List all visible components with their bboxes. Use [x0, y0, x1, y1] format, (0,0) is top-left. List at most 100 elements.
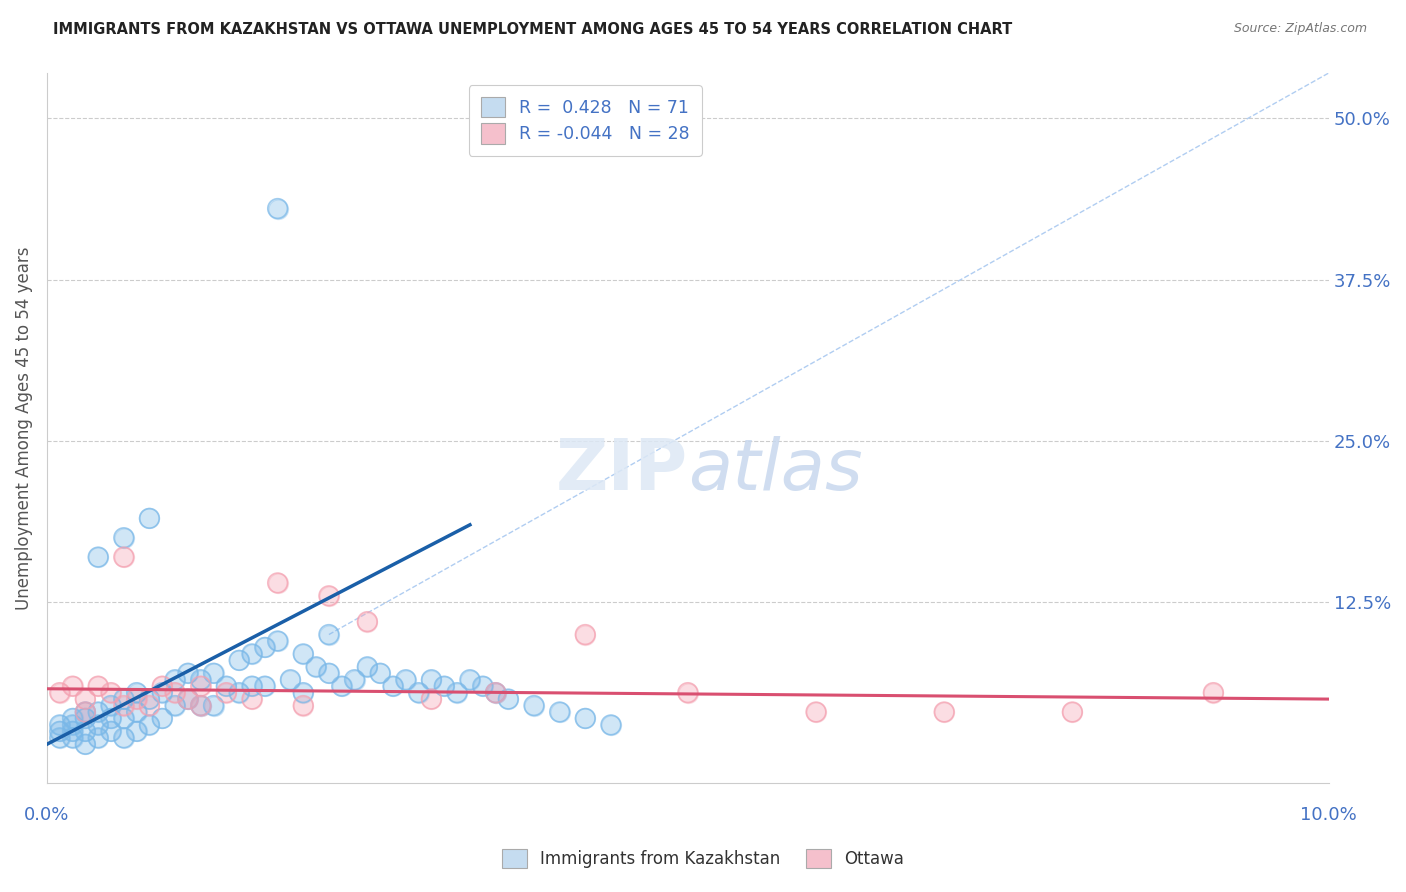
Point — [87, 679, 110, 693]
Point — [202, 698, 225, 713]
Point — [934, 705, 956, 719]
Point — [177, 692, 200, 706]
Point — [574, 627, 596, 641]
Point — [318, 589, 340, 603]
Point — [318, 589, 340, 603]
Point — [62, 731, 84, 745]
Point — [292, 698, 315, 713]
Point — [484, 685, 506, 699]
Point — [75, 711, 97, 725]
Point — [202, 698, 225, 713]
Point — [356, 660, 378, 674]
Point — [48, 724, 70, 739]
Point — [62, 718, 84, 732]
Point — [202, 666, 225, 681]
Point — [190, 698, 212, 713]
Point — [600, 718, 623, 732]
Point — [87, 705, 110, 719]
Point — [112, 698, 135, 713]
Point — [330, 679, 353, 693]
Text: 0.0%: 0.0% — [24, 806, 69, 824]
Legend: Immigrants from Kazakhstan, Ottawa: Immigrants from Kazakhstan, Ottawa — [494, 840, 912, 877]
Point — [138, 698, 160, 713]
Point — [125, 692, 148, 706]
Point — [1062, 705, 1084, 719]
Point — [266, 634, 288, 648]
Point — [62, 724, 84, 739]
Point — [382, 679, 405, 693]
Point — [48, 718, 70, 732]
Point — [420, 692, 443, 706]
Point — [165, 673, 187, 687]
Point — [280, 673, 302, 687]
Point — [75, 692, 97, 706]
Point — [318, 666, 340, 681]
Point — [240, 679, 263, 693]
Point — [75, 705, 97, 719]
Point — [87, 731, 110, 745]
Point — [62, 679, 84, 693]
Point — [48, 731, 70, 745]
Point — [62, 679, 84, 693]
Point — [471, 679, 494, 693]
Point — [446, 685, 468, 699]
Point — [253, 640, 276, 655]
Point — [100, 724, 122, 739]
Point — [62, 718, 84, 732]
Point — [177, 692, 200, 706]
Point — [190, 673, 212, 687]
Point — [48, 685, 70, 699]
Point — [498, 692, 520, 706]
Point — [125, 705, 148, 719]
Point — [676, 685, 699, 699]
Point — [420, 673, 443, 687]
Point — [471, 679, 494, 693]
Point — [150, 679, 173, 693]
Point — [125, 685, 148, 699]
Point — [75, 737, 97, 751]
Point — [253, 679, 276, 693]
Point — [87, 550, 110, 565]
Point — [190, 698, 212, 713]
Point — [395, 673, 418, 687]
Point — [498, 692, 520, 706]
Point — [125, 692, 148, 706]
Point — [112, 531, 135, 545]
Point — [112, 731, 135, 745]
Point — [408, 685, 430, 699]
Point — [395, 673, 418, 687]
Point — [266, 202, 288, 216]
Point — [125, 705, 148, 719]
Point — [138, 692, 160, 706]
Point — [75, 705, 97, 719]
Point — [240, 692, 263, 706]
Point — [75, 705, 97, 719]
Point — [458, 673, 481, 687]
Point — [125, 724, 148, 739]
Point — [318, 627, 340, 641]
Point — [292, 647, 315, 661]
Point — [48, 731, 70, 745]
Point — [804, 705, 827, 719]
Point — [112, 531, 135, 545]
Point — [484, 685, 506, 699]
Point — [330, 679, 353, 693]
Point — [75, 737, 97, 751]
Point — [112, 698, 135, 713]
Point — [62, 711, 84, 725]
Point — [177, 692, 200, 706]
Point — [215, 679, 238, 693]
Point — [202, 666, 225, 681]
Point — [48, 685, 70, 699]
Point — [433, 679, 456, 693]
Point — [112, 550, 135, 565]
Y-axis label: Unemployment Among Ages 45 to 54 years: Unemployment Among Ages 45 to 54 years — [15, 246, 32, 610]
Point — [165, 685, 187, 699]
Point — [280, 673, 302, 687]
Point — [190, 698, 212, 713]
Point — [356, 615, 378, 629]
Point — [934, 705, 956, 719]
Point — [368, 666, 391, 681]
Point — [523, 698, 546, 713]
Point — [100, 724, 122, 739]
